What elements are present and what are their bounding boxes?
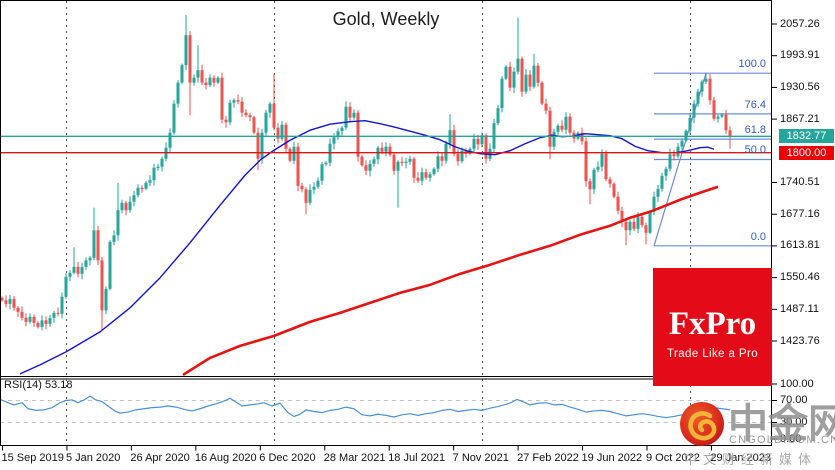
price-axis-label: 1993.91 bbox=[780, 49, 820, 62]
price-axis-label: 1867.21 bbox=[780, 112, 820, 125]
date-axis-label: 18 Jul 2021 bbox=[388, 452, 446, 464]
price-axis-label: 1487.11 bbox=[780, 302, 819, 315]
current-price-badge: 1832.77 bbox=[779, 129, 834, 144]
rsi-axis-label: 70.00 bbox=[780, 394, 808, 406]
fibonacci-level-label: 76.4 bbox=[744, 98, 766, 111]
date-axis-label: 15 Sep 2019 bbox=[1, 452, 64, 464]
date-axis-label: 16 Aug 2020 bbox=[194, 452, 257, 464]
price-axis-label: 1550.46 bbox=[780, 271, 820, 284]
date-axis-label: 9 Oct 2022 bbox=[646, 452, 700, 464]
date-axis-label: 27 Feb 2022 bbox=[517, 452, 579, 464]
date-axis-label: 6 Dec 2020 bbox=[259, 452, 316, 464]
date-axis-label: 5 Jan 2020 bbox=[65, 452, 121, 464]
rsi-axis-label: 30.00 bbox=[780, 416, 808, 428]
date-axis-label: 29 Jan 2023 bbox=[710, 452, 771, 464]
chart-title: Gold, Weekly bbox=[332, 9, 440, 29]
fxpro-wordmark: FxPro bbox=[668, 306, 757, 342]
date-axis-label: 26 Apr 2020 bbox=[130, 452, 190, 464]
fibonacci-level-label: 61.8 bbox=[744, 124, 766, 137]
price-axis-label: 1613.81 bbox=[780, 239, 820, 252]
price-axis-label: 2057.26 bbox=[780, 17, 820, 30]
price-axis-label: 1740.51 bbox=[780, 176, 820, 188]
price-axis-label: 1423.76 bbox=[780, 334, 820, 347]
fxpro-logo: FxPro Trade Like a Pro bbox=[653, 268, 772, 386]
date-axis-label: 28 Mar 2021 bbox=[323, 452, 386, 464]
rsi-axis-label: 0.00 bbox=[780, 432, 802, 445]
price-level-badge: 1800.00 bbox=[779, 145, 834, 160]
price-axis-label: 1930.56 bbox=[780, 80, 820, 93]
date-axis-label: 7 Nov 2021 bbox=[452, 452, 509, 464]
fxpro-tagline: Trade Like a Pro bbox=[667, 348, 758, 360]
fibonacci-level-label: 100.0 bbox=[738, 58, 766, 71]
price-axis-label: 1677.16 bbox=[780, 207, 820, 220]
rsi-axis-label: 100.00 bbox=[780, 377, 814, 390]
rsi-indicator-label: RSI(14) 53.18 bbox=[4, 379, 73, 391]
fibonacci-level-label: 50.0 bbox=[744, 144, 766, 157]
date-axis-label: 19 Jun 2022 bbox=[581, 452, 643, 464]
fibonacci-level-label: 0.0 bbox=[750, 230, 766, 243]
